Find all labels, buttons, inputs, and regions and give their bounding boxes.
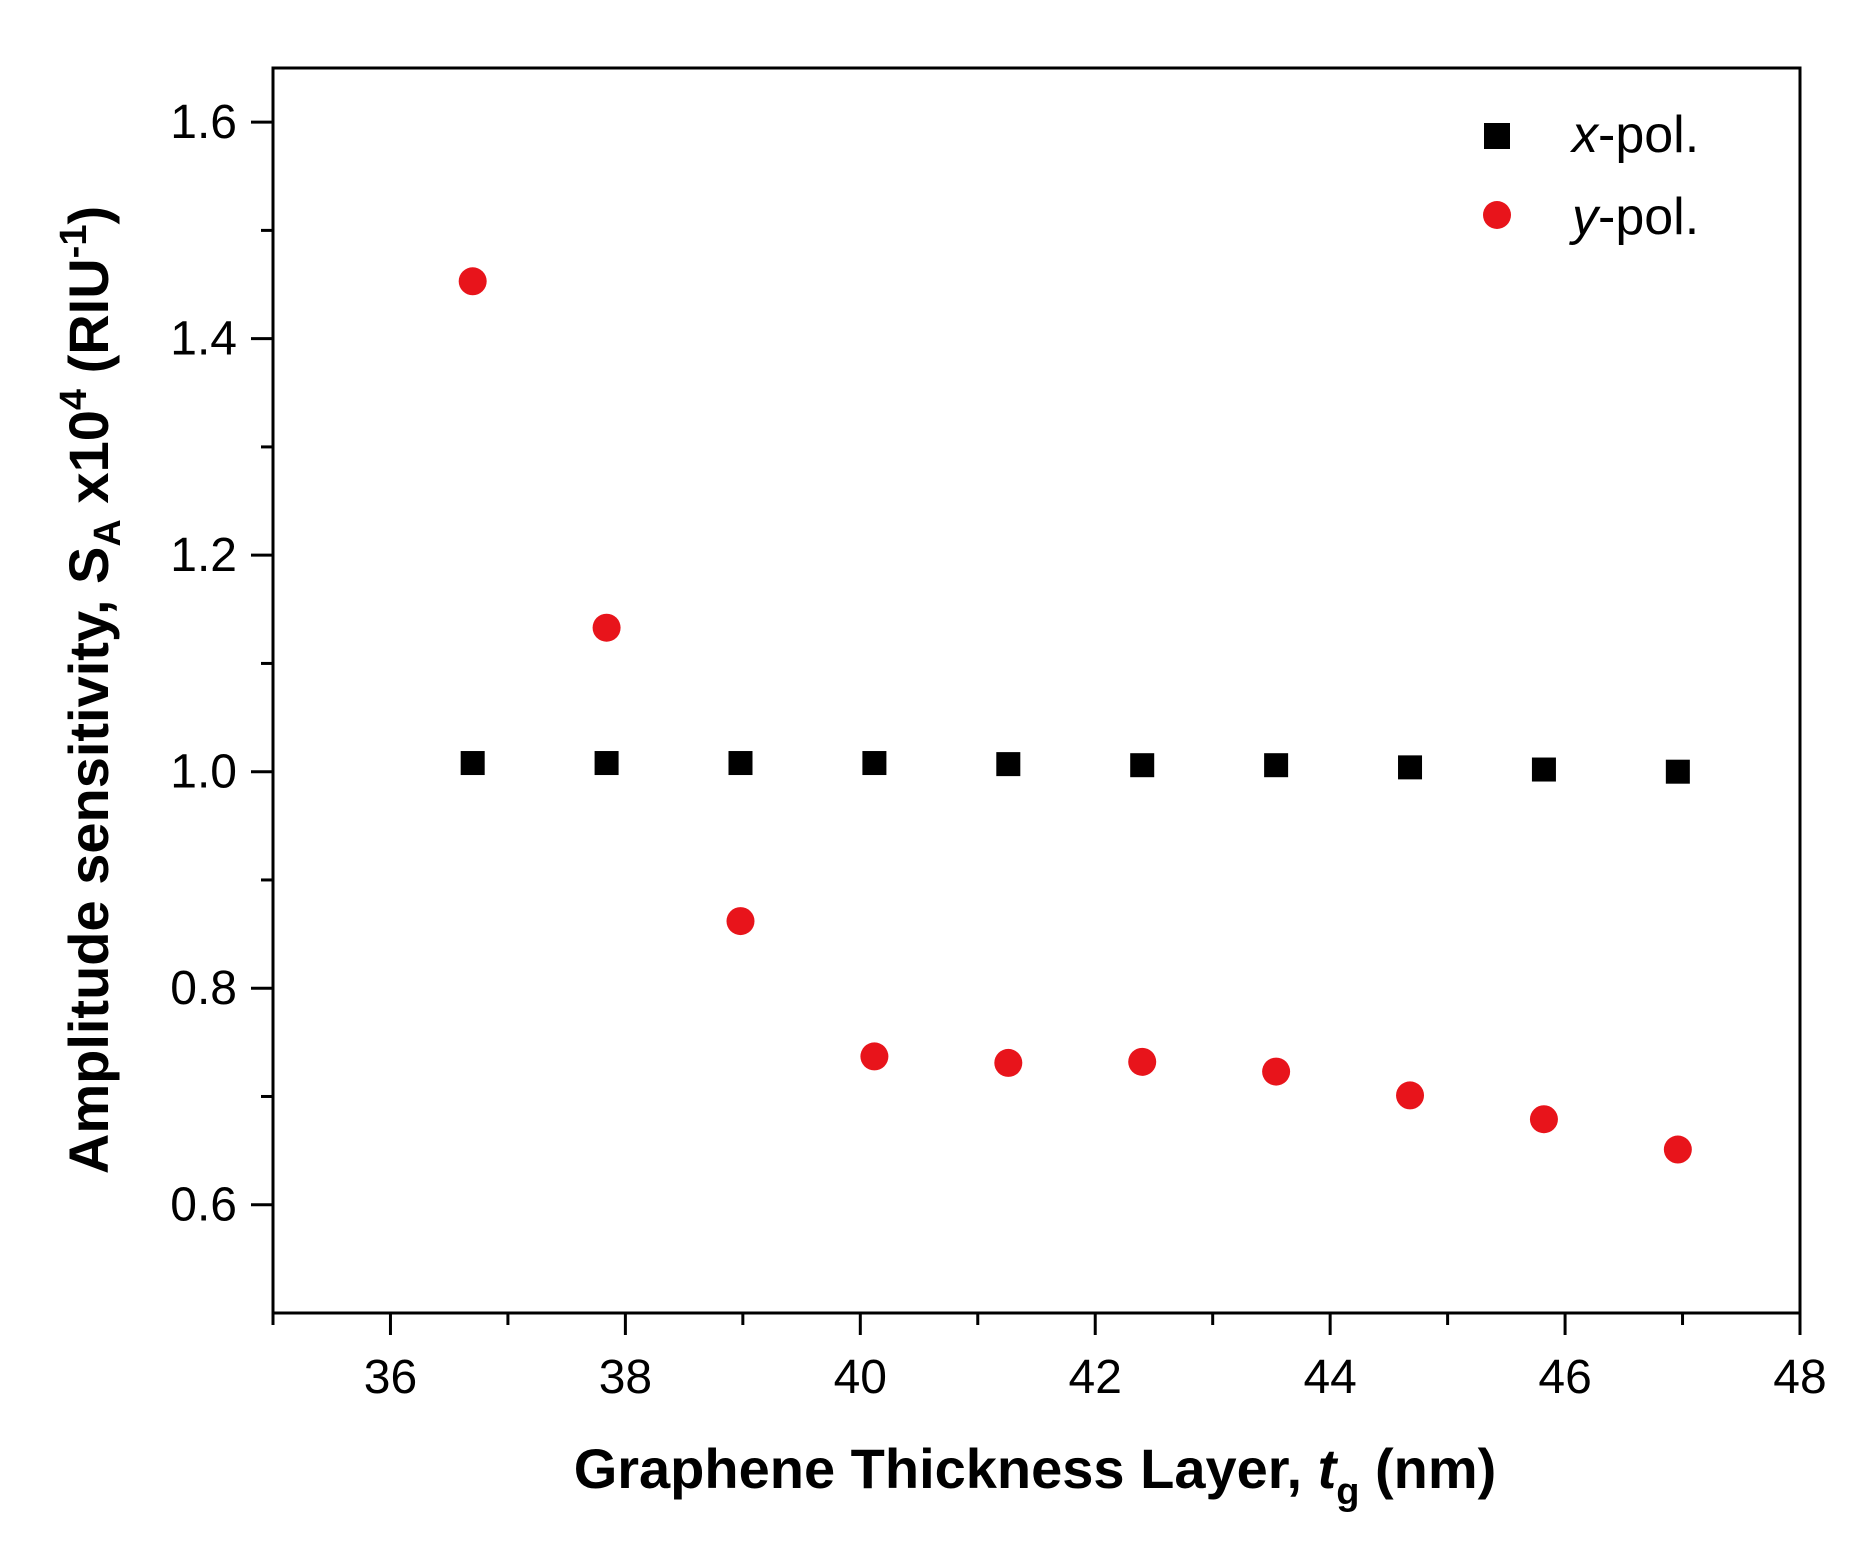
y-tick-label: 1.6: [170, 96, 237, 149]
data-point-y-pol: [592, 613, 621, 642]
data-point-y-pol: [1262, 1057, 1291, 1086]
x-axis-title-var: t: [1318, 1437, 1339, 1500]
y-axis-title-sup2: -1: [53, 225, 95, 259]
legend-x-rest: -pol.: [1598, 106, 1699, 164]
data-point-x-pol: [1531, 757, 1556, 782]
y-tick-label: 1.4: [170, 313, 237, 366]
marks-layer: 36 38 40 42 44 46 48 0.6 0.8 1.0 1.2 1.4 1.6: [170, 66, 1827, 1404]
data-point-x-pol: [1130, 753, 1155, 778]
data-point-y-pol: [1663, 1135, 1692, 1164]
y-axis-title-mid: x10: [57, 410, 120, 519]
y-tick-label: 0.8: [170, 962, 237, 1015]
x-axis-title: Graphene Thickness Layer, tg (nm): [574, 1437, 1497, 1513]
x-axis-title-unit: (nm): [1359, 1437, 1496, 1500]
x-tick-label: 46: [1538, 1351, 1591, 1404]
data-point-x-pol: [594, 751, 619, 776]
data-point-y-pol: [860, 1042, 889, 1071]
legend-label-x-pol: x-pol.: [1569, 106, 1699, 164]
legend-marker-x-pol: [1484, 123, 1510, 149]
y-tick-label: 1.0: [170, 746, 237, 799]
y-axis-title-sup1: 4: [53, 389, 95, 410]
data-point-x-pol: [1398, 755, 1423, 780]
data-point-x-pol: [996, 752, 1021, 777]
data-point-y-pol: [726, 907, 755, 936]
x-tick-label: 42: [1069, 1351, 1122, 1404]
data-point-y-pol: [1396, 1081, 1425, 1110]
data-point-x-pol: [728, 751, 753, 776]
y-axis-title-unit-close: ): [57, 206, 120, 225]
data-point-y-pol: [1529, 1105, 1558, 1134]
data-point-y-pol: [1128, 1047, 1157, 1076]
legend-y-var: y: [1569, 188, 1601, 246]
plot-frame: [271, 66, 1802, 1315]
legend-marker-y-pol: [1483, 201, 1511, 229]
y-axis-title-unit-open: (RIU: [57, 258, 120, 389]
x-axis-title-sub: g: [1336, 1471, 1359, 1513]
data-point-x-pol: [1665, 759, 1690, 784]
data-point-y-pol: [994, 1048, 1023, 1077]
data-point-y-pol: [458, 267, 487, 296]
x-axis-title-main: Graphene Thickness Layer,: [574, 1437, 1318, 1500]
data-point-x-pol: [460, 751, 485, 776]
x-tick-label: 40: [834, 1351, 887, 1404]
x-tick-label: 38: [599, 1351, 652, 1404]
x-tick-label: 36: [364, 1351, 417, 1404]
y-axis-title: Amplitude sensitivity, SA x104 (RIU-1): [53, 206, 129, 1174]
legend-label-y-pol: y-pol.: [1569, 188, 1699, 246]
data-point-x-pol: [862, 751, 887, 776]
x-tick-label: 48: [1773, 1351, 1826, 1404]
legend: x-pol. y-pol.: [1483, 106, 1699, 246]
x-tick-label: 44: [1303, 1351, 1356, 1404]
y-axis-title-main: Amplitude sensitivity, S: [57, 547, 120, 1175]
data-point-x-pol: [1264, 753, 1289, 778]
y-axis-title-sub: A: [87, 519, 129, 546]
y-tick-label: 1.2: [170, 529, 237, 582]
y-tick-label: 0.6: [170, 1179, 237, 1232]
legend-y-rest: -pol.: [1598, 188, 1699, 246]
legend-x-var: x: [1569, 106, 1600, 164]
